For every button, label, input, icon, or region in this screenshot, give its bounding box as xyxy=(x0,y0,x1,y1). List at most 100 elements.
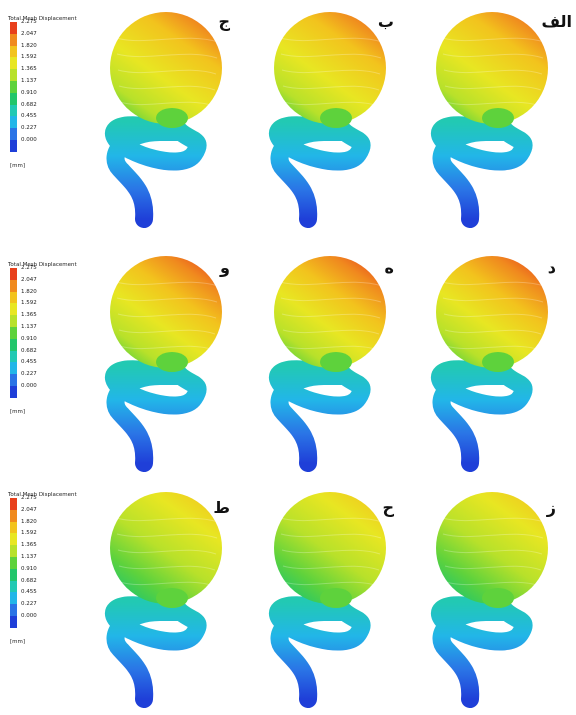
panel-label: ز xyxy=(546,498,556,517)
vessel-tube xyxy=(268,357,371,472)
aneurysm-model-graphic xyxy=(268,492,386,708)
legend-value: 0.227 xyxy=(21,125,37,132)
legend-value: 1.137 xyxy=(21,553,37,560)
legend-value: 0.910 xyxy=(21,89,37,96)
legend-entry: 1.820 xyxy=(8,518,88,534)
contour-band xyxy=(445,101,541,107)
contour-band xyxy=(282,85,380,91)
legend-swatch xyxy=(10,350,17,363)
legend-value: 0.682 xyxy=(21,347,37,354)
contour-band xyxy=(117,549,217,555)
displacement-model xyxy=(412,484,572,714)
panel-alef: الف xyxy=(412,4,572,234)
contour-band xyxy=(280,53,382,59)
legend-entry: 1.820 xyxy=(8,288,88,304)
aneurysm-neck xyxy=(156,108,188,128)
legend-value: 2.275 xyxy=(21,265,37,271)
legend-swatch xyxy=(10,604,17,616)
contour-band xyxy=(280,533,382,539)
legend-value: 0.455 xyxy=(21,359,37,366)
legend-scale: 2.275 2.047 1.820 1.592 1.365 1.137 0.910 0.682… xyxy=(8,265,88,398)
legend-value: 0.000 xyxy=(21,136,37,143)
legend-value: 2.047 xyxy=(21,276,37,283)
displacement-model xyxy=(250,248,410,478)
contour-band xyxy=(119,581,215,587)
legend-swatch xyxy=(10,545,17,557)
panel-he: ه xyxy=(250,248,410,478)
legend-entry: 2.275 xyxy=(8,19,88,34)
legend-value: 1.820 xyxy=(21,518,37,525)
aneurysm-model-graphic xyxy=(104,492,222,708)
aneurysm-neck xyxy=(320,108,352,128)
legend-entry: 1.365 xyxy=(8,312,88,327)
legend-swatch xyxy=(10,568,17,581)
aneurysm-neck xyxy=(482,352,514,372)
displacement-model xyxy=(86,4,246,234)
contour-band xyxy=(279,37,383,43)
legend-entry: 1.137 xyxy=(8,553,88,569)
aneurysm-model-graphic xyxy=(268,12,386,228)
panel-label: ح xyxy=(382,498,394,517)
contour-band xyxy=(281,313,381,319)
contour-band xyxy=(116,533,218,539)
aneurysm-neck xyxy=(320,352,352,372)
legend-value: 1.137 xyxy=(21,323,37,330)
legend-value: 1.592 xyxy=(21,300,37,307)
legend-value: 1.137 xyxy=(21,77,37,84)
legend-value: 0.682 xyxy=(21,577,37,584)
legend-title: Total Mesh Displacement xyxy=(8,262,77,268)
legend-swatch xyxy=(10,69,17,81)
contour-band xyxy=(281,69,381,75)
legend-value: 1.365 xyxy=(21,66,37,73)
legend-entry: 2.275 xyxy=(8,265,88,280)
legend-entry: 2.275 xyxy=(8,495,88,510)
aneurysm-dome xyxy=(110,12,222,124)
legend-swatch xyxy=(10,291,17,304)
legend-swatch xyxy=(10,315,17,327)
legend-entry: 0.910 xyxy=(8,565,88,581)
aneurysm-neck xyxy=(156,588,188,608)
legend-swatch xyxy=(10,521,17,534)
contour-band xyxy=(283,581,379,587)
contour-band xyxy=(118,565,216,571)
legend-swatch xyxy=(10,338,17,351)
legend-value: 0.910 xyxy=(21,565,37,572)
aneurysm-neck xyxy=(482,108,514,128)
legend-swatch xyxy=(10,509,17,522)
contour-band xyxy=(116,297,218,303)
panel-ze: ز xyxy=(412,484,572,714)
aneurysm-dome xyxy=(274,12,386,124)
legend-entry: 0.910 xyxy=(8,89,88,105)
aneurysm-model-graphic xyxy=(430,492,548,708)
legend-entry: 0.000 xyxy=(8,136,88,152)
vessel-tube xyxy=(104,357,207,472)
displacement-model xyxy=(86,484,246,714)
contour-band xyxy=(117,313,217,319)
legend-entry: 0.227 xyxy=(8,371,88,386)
panel-label: ج xyxy=(218,12,230,31)
legend-swatch xyxy=(10,57,17,70)
legend-swatch xyxy=(10,104,17,117)
legend-swatch xyxy=(10,615,17,628)
legend-scale: 2.275 2.047 1.820 1.592 1.365 1.137 0.910 0.682… xyxy=(8,495,88,628)
legend-entry: 1.592 xyxy=(8,530,88,546)
aneurysm-model-graphic xyxy=(430,12,548,228)
contour-band xyxy=(281,549,381,555)
panel-label: و xyxy=(220,258,230,277)
legend-entry: 0.910 xyxy=(8,335,88,351)
legend-entry: 0.682 xyxy=(8,577,88,593)
displacement-model xyxy=(412,248,572,478)
contour-band xyxy=(280,297,382,303)
legend-entry: 0.000 xyxy=(8,613,88,628)
legend-entry: 0.227 xyxy=(8,125,88,140)
legend-unit: [mm] xyxy=(10,408,26,415)
legend-swatch xyxy=(10,80,17,93)
legend-value: 0.910 xyxy=(21,335,37,342)
contour-band xyxy=(441,517,545,523)
legend-swatch xyxy=(10,498,17,510)
legend-value: 1.820 xyxy=(21,288,37,295)
legend-entry: 1.365 xyxy=(8,66,88,81)
legend-row-1: Total Mesh Displacement 2.275 2.047 1.820 1… xyxy=(8,16,88,171)
legend-value: 2.047 xyxy=(21,30,37,37)
legend-value: 0.227 xyxy=(21,371,37,378)
